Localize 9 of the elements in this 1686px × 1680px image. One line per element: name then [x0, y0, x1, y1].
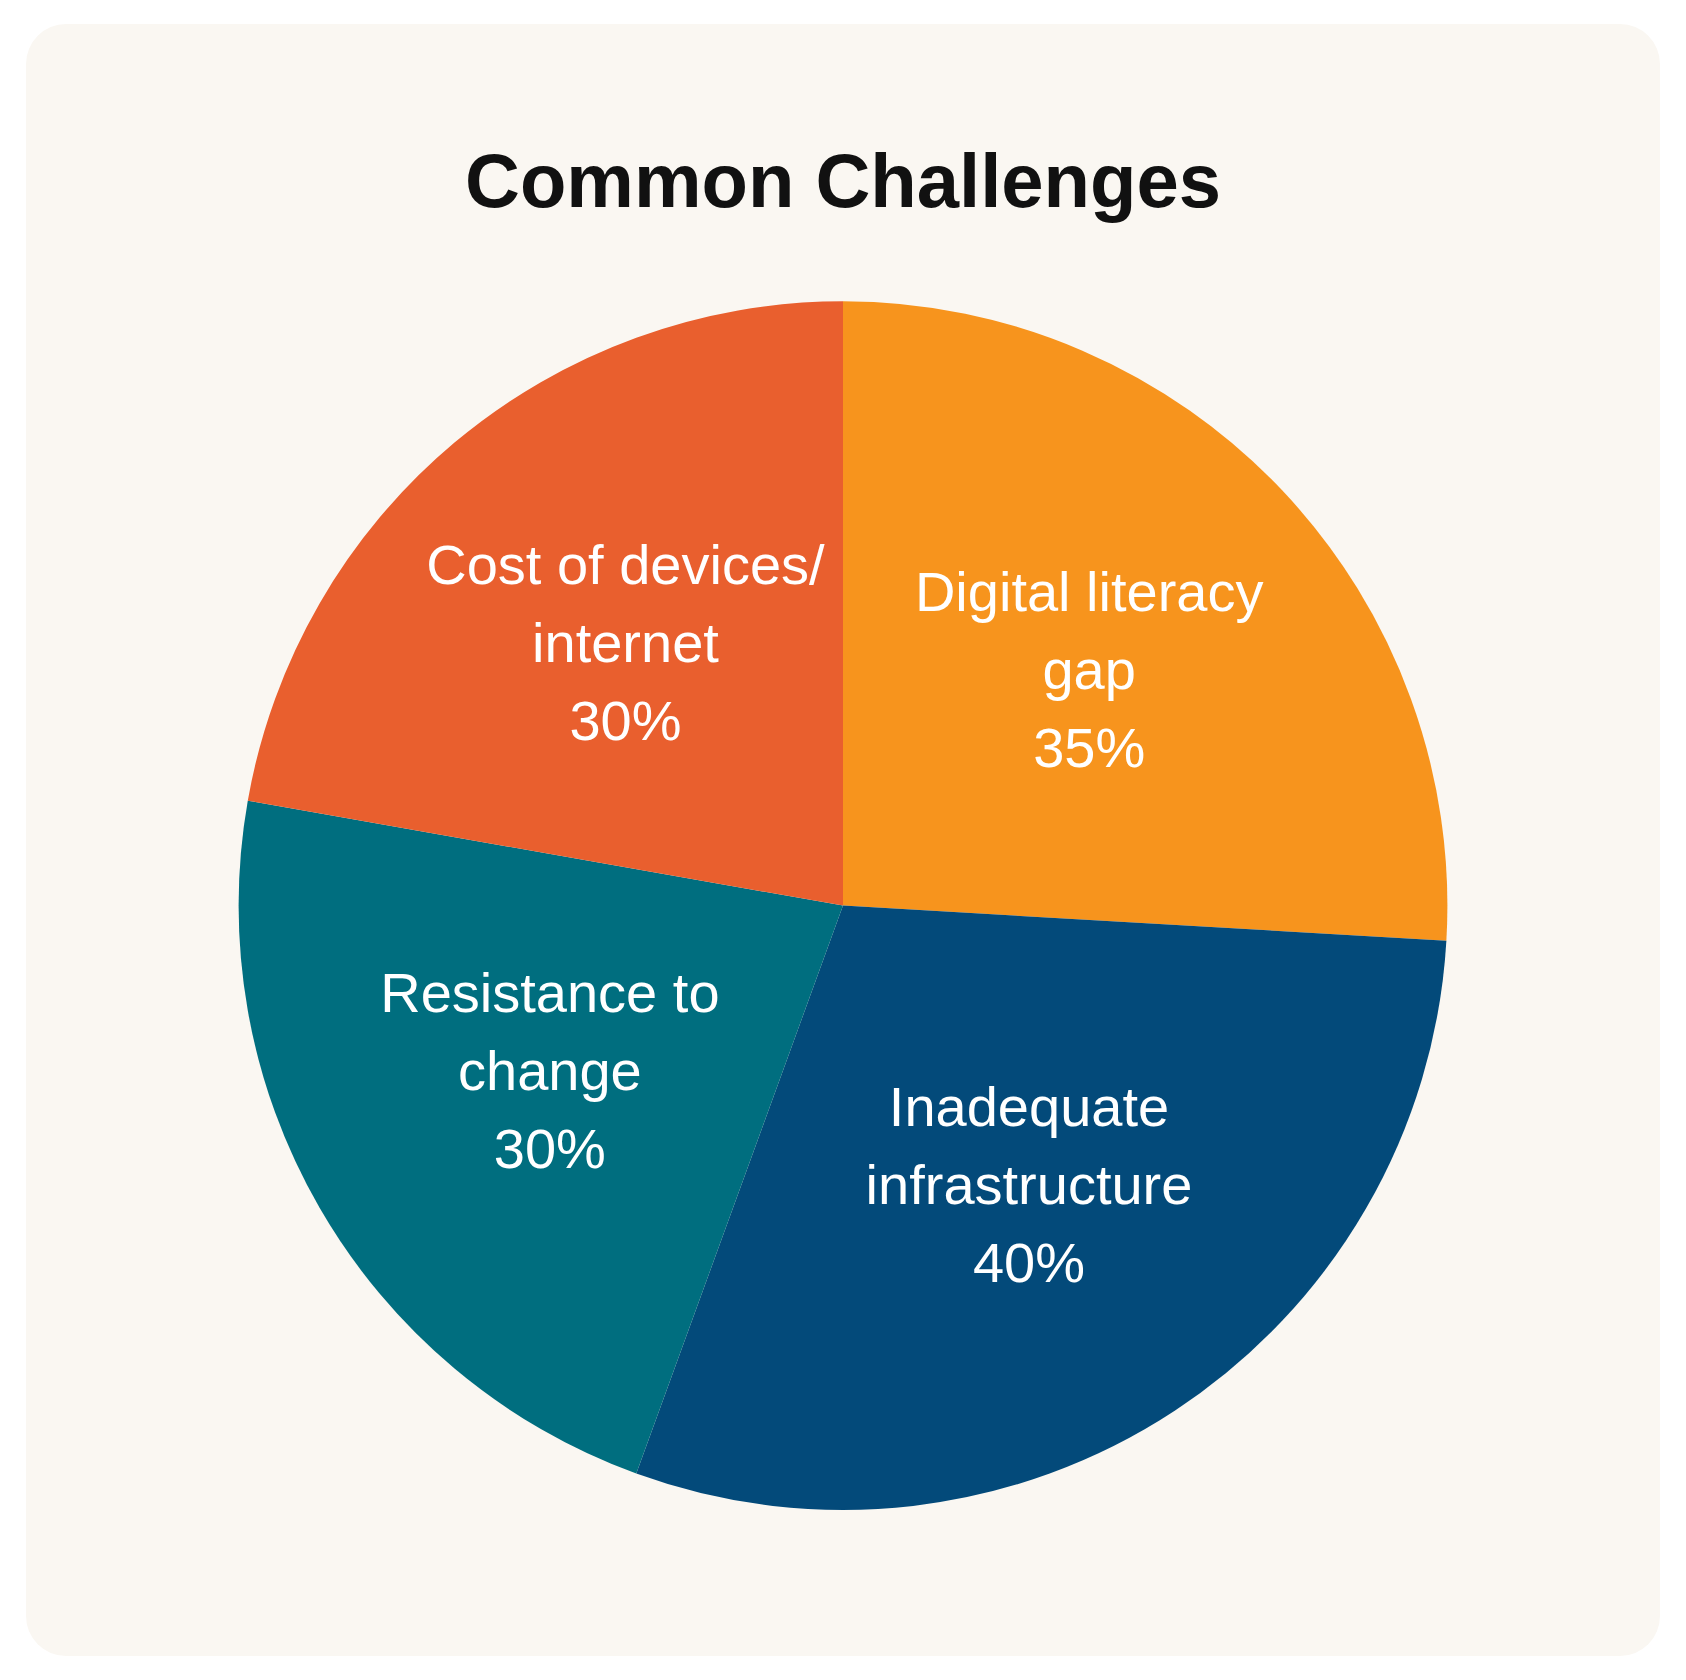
data-label: 35% [1033, 715, 1146, 779]
slice-label: Inadequate infrastructure [865, 1074, 1193, 1216]
slice-label: Resistance to change [380, 961, 720, 1103]
data-label: 40% [972, 1230, 1086, 1294]
data-label: 30% [493, 1117, 606, 1181]
chart-title: Common Challenges [465, 137, 1221, 223]
slice-label: Digital literacy gap [914, 559, 1264, 701]
data-label: 30% [569, 688, 682, 752]
slice-label: Cost of devices/internet [426, 532, 826, 674]
